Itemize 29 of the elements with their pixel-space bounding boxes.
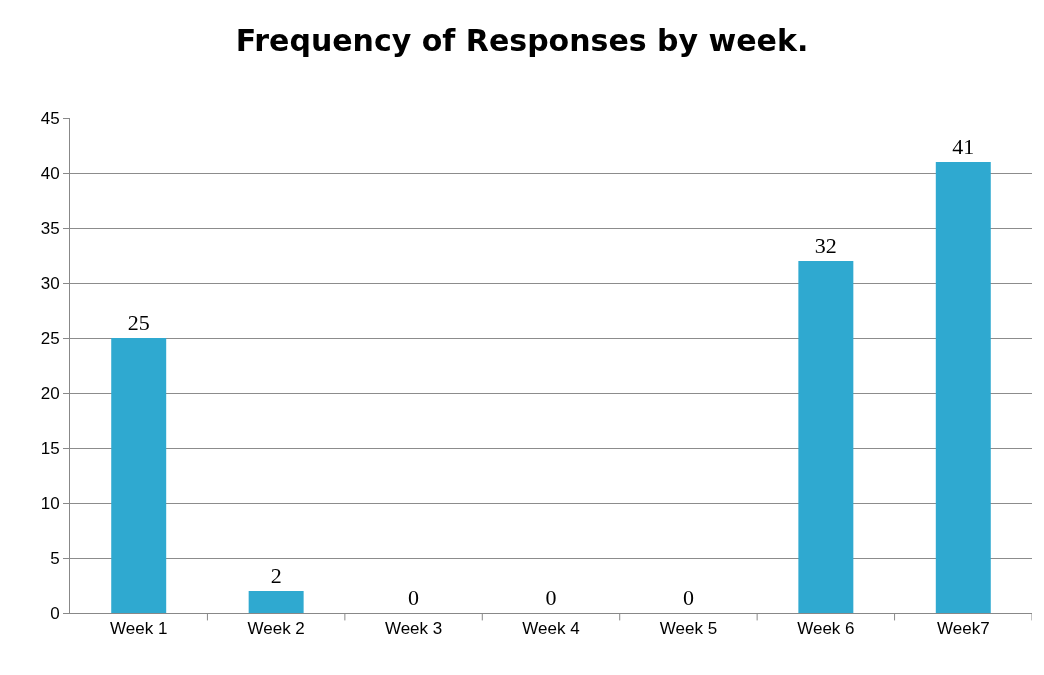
x-tick-label: Week 5 xyxy=(659,619,718,639)
x-tick-label: Week 1 xyxy=(110,619,168,639)
x-tick-label: Week 3 xyxy=(384,619,443,639)
y-tick-label: 5 xyxy=(50,548,60,568)
x-tick-label: Week 6 xyxy=(797,619,855,639)
data-label: 32 xyxy=(814,233,837,258)
y-tick-label: 25 xyxy=(40,328,60,348)
data-label: 0 xyxy=(408,585,420,610)
y-tick-label: 15 xyxy=(40,438,60,458)
data-label: 41 xyxy=(952,134,975,159)
y-tick-label: 10 xyxy=(40,493,60,513)
bar xyxy=(935,162,991,613)
x-tick-label: Week 4 xyxy=(522,619,580,639)
data-label: 0 xyxy=(682,585,694,610)
bar xyxy=(111,338,167,613)
y-tick-label: 35 xyxy=(40,218,60,238)
data-label: 2 xyxy=(270,563,282,588)
chart-title: Frequency of Responses by week. xyxy=(235,23,809,59)
y-tick-label: 30 xyxy=(40,273,60,293)
bar xyxy=(798,261,854,613)
bar xyxy=(248,591,304,613)
x-tick-label: Week 2 xyxy=(247,619,305,639)
data-label: 0 xyxy=(545,585,557,610)
y-tick-label: 40 xyxy=(40,163,60,183)
y-tick-label: 45 xyxy=(40,108,60,128)
y-tick-label: 0 xyxy=(50,603,60,623)
y-tick-label: 20 xyxy=(40,383,60,403)
data-label: 25 xyxy=(127,310,150,335)
x-tick-label: Week7 xyxy=(936,619,990,639)
